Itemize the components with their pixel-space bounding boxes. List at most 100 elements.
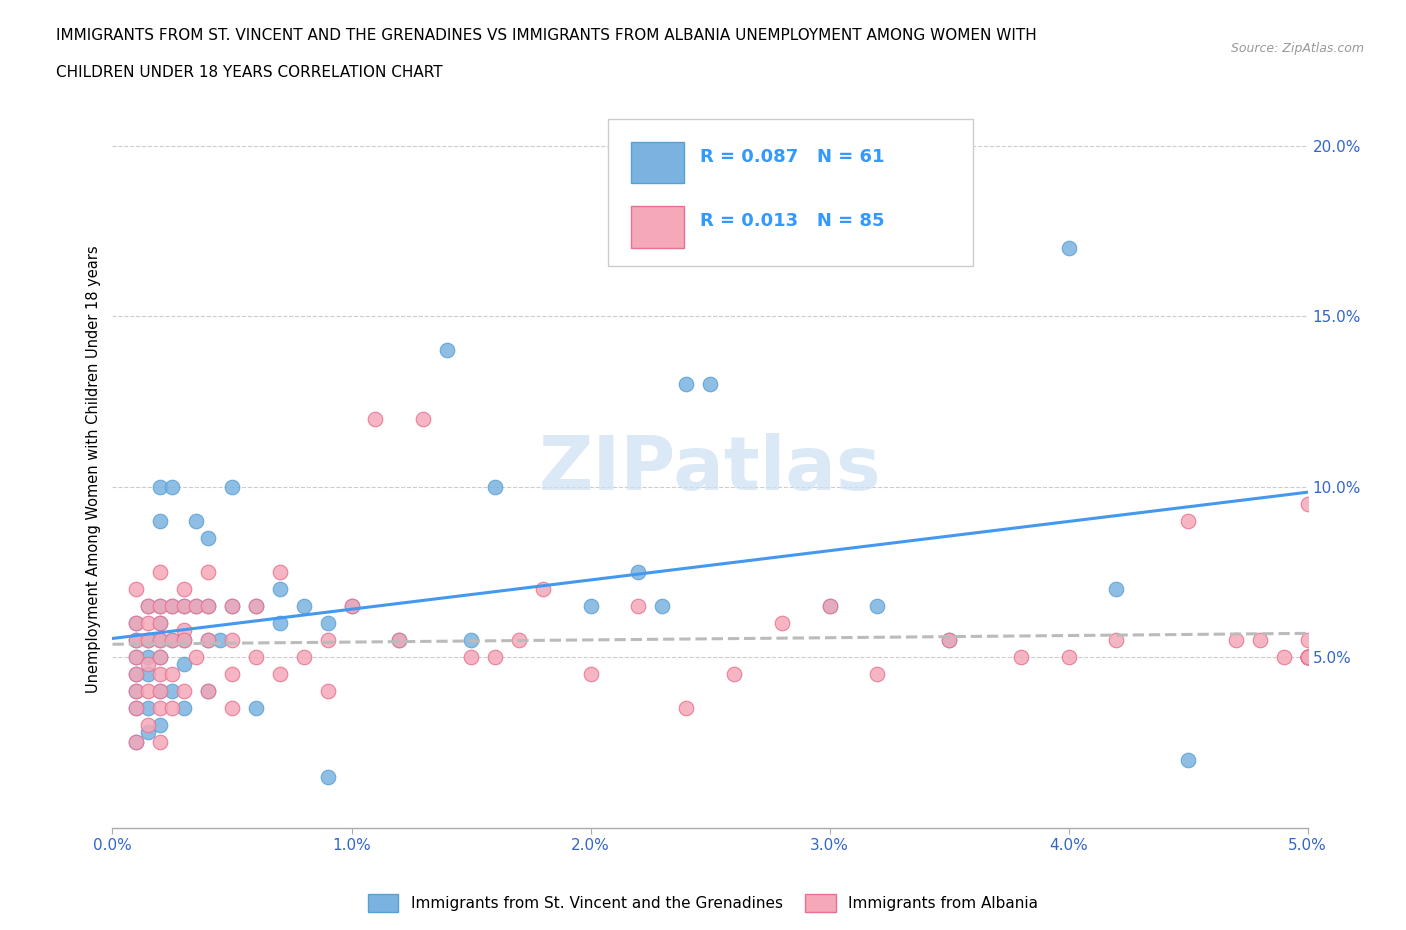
Point xyxy=(1296,650,1319,665)
Point xyxy=(340,599,363,614)
Point xyxy=(221,599,243,614)
Bar xyxy=(631,206,683,247)
Point xyxy=(125,735,148,750)
Point xyxy=(1057,650,1080,665)
Point xyxy=(412,411,434,426)
Point xyxy=(1105,632,1128,647)
Point xyxy=(316,769,339,784)
Point xyxy=(125,684,148,698)
Text: Source: ZipAtlas.com: Source: ZipAtlas.com xyxy=(1230,42,1364,55)
Point xyxy=(627,565,650,579)
Text: R = 0.013   N = 85: R = 0.013 N = 85 xyxy=(700,212,884,230)
Point xyxy=(149,650,172,665)
Point xyxy=(149,632,172,647)
Point xyxy=(138,724,160,739)
Point xyxy=(138,718,160,733)
Point xyxy=(149,616,172,631)
Point xyxy=(162,667,183,682)
Point xyxy=(1057,241,1080,256)
Point xyxy=(938,632,960,647)
Point xyxy=(221,701,243,716)
Point xyxy=(245,701,267,716)
Point xyxy=(173,599,195,614)
Point xyxy=(125,735,148,750)
Point xyxy=(1296,497,1319,512)
Point xyxy=(173,701,195,716)
Point xyxy=(125,632,148,647)
Point xyxy=(173,622,195,637)
Point xyxy=(208,632,231,647)
Point xyxy=(197,632,219,647)
Point xyxy=(197,530,219,545)
Point xyxy=(138,616,160,631)
FancyBboxPatch shape xyxy=(609,119,973,266)
Point xyxy=(579,599,602,614)
Point xyxy=(579,667,602,682)
Point xyxy=(173,657,195,671)
Point xyxy=(292,650,315,665)
Point xyxy=(1296,650,1319,665)
Point xyxy=(173,632,195,647)
Point xyxy=(149,599,172,614)
Point xyxy=(484,650,506,665)
Point xyxy=(269,565,291,579)
Point xyxy=(938,632,960,647)
Point xyxy=(197,599,219,614)
Point xyxy=(460,650,482,665)
Point xyxy=(1177,752,1199,767)
Point xyxy=(173,599,195,614)
Point xyxy=(1296,650,1319,665)
Text: R = 0.087   N = 61: R = 0.087 N = 61 xyxy=(700,148,884,166)
Point xyxy=(197,599,219,614)
Point xyxy=(675,377,697,392)
Point xyxy=(197,632,219,647)
Point xyxy=(316,684,339,698)
Point xyxy=(818,599,841,614)
Point xyxy=(138,632,160,647)
Point xyxy=(125,616,148,631)
Point xyxy=(1225,632,1247,647)
Point xyxy=(818,599,841,614)
Point xyxy=(186,513,208,528)
Point xyxy=(627,599,650,614)
Point xyxy=(1296,650,1319,665)
Point xyxy=(149,632,172,647)
Point xyxy=(770,616,793,631)
Point xyxy=(388,632,411,647)
Point xyxy=(138,701,160,716)
Point xyxy=(316,616,339,631)
Point xyxy=(138,657,160,671)
Point xyxy=(269,616,291,631)
Point xyxy=(221,479,243,494)
Point xyxy=(651,599,673,614)
Point xyxy=(197,684,219,698)
Point xyxy=(531,581,554,596)
Point xyxy=(292,599,315,614)
Point xyxy=(125,667,148,682)
Point xyxy=(186,599,208,614)
Point xyxy=(149,667,172,682)
Point xyxy=(125,701,148,716)
Point xyxy=(138,667,160,682)
Point xyxy=(866,667,889,682)
Point xyxy=(162,599,183,614)
Point xyxy=(149,650,172,665)
Point xyxy=(1296,650,1319,665)
Point xyxy=(125,616,148,631)
Point xyxy=(125,701,148,716)
Point xyxy=(675,701,697,716)
Legend: Immigrants from St. Vincent and the Grenadines, Immigrants from Albania: Immigrants from St. Vincent and the Gren… xyxy=(361,888,1045,918)
Point xyxy=(1296,650,1319,665)
Point xyxy=(162,479,183,494)
Point xyxy=(149,684,172,698)
Point xyxy=(125,632,148,647)
Point xyxy=(484,479,506,494)
Point xyxy=(508,632,530,647)
Point xyxy=(436,343,458,358)
Text: CHILDREN UNDER 18 YEARS CORRELATION CHART: CHILDREN UNDER 18 YEARS CORRELATION CHAR… xyxy=(56,65,443,80)
Point xyxy=(173,581,195,596)
Point xyxy=(138,599,160,614)
Point xyxy=(316,632,339,647)
Point xyxy=(197,565,219,579)
Point xyxy=(149,735,172,750)
